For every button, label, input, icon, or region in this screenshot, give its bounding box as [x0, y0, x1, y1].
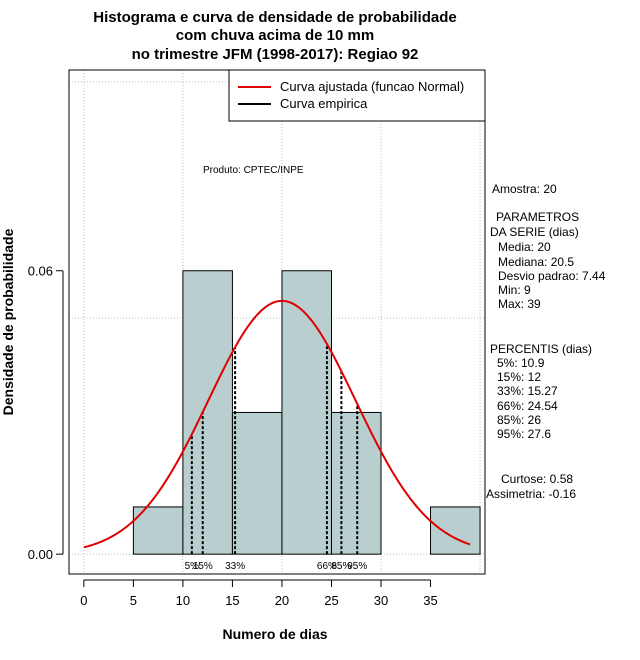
stat-sample: Amostra: 20: [492, 182, 557, 196]
histogram-bar: [182, 270, 233, 555]
percentile-label: 85%: [331, 561, 351, 572]
y-tick-label: 0.00: [28, 547, 53, 562]
y-axis-title: Densidade de probabilidade: [0, 228, 16, 415]
stat-param: Max: 39: [498, 297, 541, 311]
chart-title: Histograma e curva de densidade de proba…: [93, 9, 456, 63]
stat-percentiles-title: PERCENTIS (dias): [490, 342, 592, 356]
stat-param: Media: 20: [498, 240, 551, 254]
stat-percentile: 5%: 10.9: [497, 356, 545, 370]
stat-percentile: 95%: 27.6: [497, 427, 551, 441]
stats-panel: Amostra: 20 PARAMETROS DA SERIE (dias) M…: [486, 182, 606, 501]
legend-label-normal: Curva ajustada (funcao Normal): [280, 79, 464, 94]
normal-fit-curve: [83, 299, 471, 549]
histogram-bars: [132, 270, 481, 555]
percentile-label: 33%: [225, 561, 245, 572]
stat-params-title-1: PARAMETROS: [496, 210, 579, 224]
stat-percentile: 66%: 24.54: [497, 399, 558, 413]
x-axis-title: Numero de dias: [222, 626, 327, 642]
x-tick-label: 0: [80, 593, 87, 608]
stat-percentile: 15%: 12: [497, 370, 541, 384]
title-line-1: Histograma e curva de densidade de proba…: [93, 9, 456, 26]
x-tick-label: 5: [130, 593, 137, 608]
percentile-label: 66%: [317, 561, 337, 572]
percentile-label: 15%: [193, 561, 213, 572]
x-tick-label: 10: [176, 593, 190, 608]
y-tick-label: 0.06: [28, 264, 53, 279]
x-axis: 0 5 10 15 20 25 30 35: [80, 579, 438, 608]
histogram-bar: [430, 506, 481, 555]
histogram-bar: [231, 411, 283, 555]
stat-skewness: Assimetria: -0.16: [486, 487, 576, 501]
x-tick-label: 35: [423, 593, 437, 608]
percentile-lines: [190, 343, 359, 555]
histogram-bar: [132, 506, 184, 555]
stat-kurtosis: Curtose: 0.58: [501, 472, 573, 486]
stat-param: Min: 9: [498, 283, 531, 297]
credit-text: Produto: CPTEC/INPE: [203, 165, 304, 176]
legend-box: [228, 69, 486, 122]
legend: Curva ajustada (funcao Normal) Curva emp…: [228, 69, 486, 122]
title-line-2: com chuva acima de 10 mm: [176, 27, 374, 44]
percentile-labels: 5%15% 33% 66%85%95%: [185, 561, 368, 572]
x-tick-label: 25: [324, 593, 338, 608]
legend-label-empirical: Curva empirica: [280, 96, 368, 111]
stat-param: Desvio padrao: 7.44: [498, 269, 606, 283]
percentile-label: 95%: [347, 561, 367, 572]
title-line-3: no trimestre JFM (1998-2017): Regiao 92: [132, 46, 419, 63]
stat-percentile: 33%: 15.27: [497, 384, 558, 398]
percentile-label: 5%: [185, 561, 200, 572]
stat-percentile: 85%: 26: [497, 413, 541, 427]
x-tick-label: 20: [275, 593, 289, 608]
x-tick-label: 15: [225, 593, 239, 608]
x-tick-label: 30: [374, 593, 388, 608]
histogram-bar: [281, 270, 332, 555]
stat-params-title-2: DA SERIE (dias): [490, 225, 579, 239]
stat-param: Mediana: 20.5: [498, 255, 574, 269]
y-axis: 0.00 0.06: [28, 264, 64, 562]
